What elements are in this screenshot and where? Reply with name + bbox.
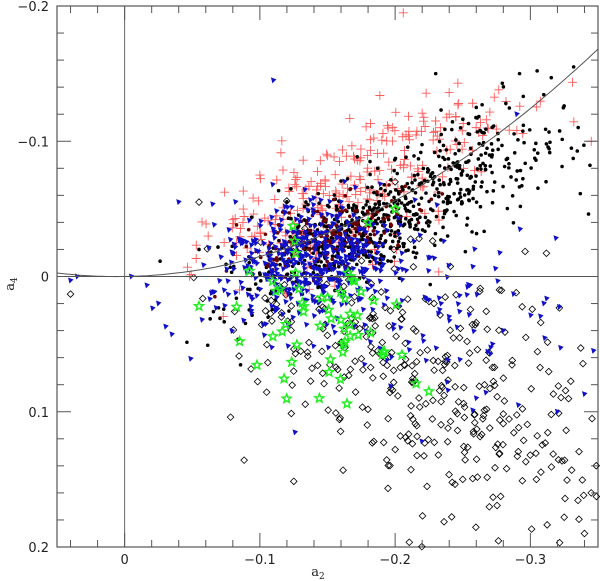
svg-text:0: 0 (120, 553, 128, 568)
svg-text:−0.1: −0.1 (17, 135, 49, 150)
reference-lines (56, 6, 599, 547)
svg-text:0.2: 0.2 (28, 541, 49, 556)
svg-text:a4: a4 (3, 277, 20, 291)
svg-text:0: 0 (41, 271, 49, 286)
y-axis-label: a4 (3, 277, 20, 291)
svg-text:−0.1: −0.1 (244, 553, 276, 568)
x-axis-label: a2 (311, 565, 325, 581)
data-points (66, 8, 600, 551)
svg-text:−0.3: −0.3 (515, 553, 547, 568)
axis-ticks (57, 6, 598, 547)
svg-text:−0.2: −0.2 (17, 0, 49, 15)
svg-text:0.1: 0.1 (28, 406, 49, 421)
svg-text:−0.2: −0.2 (379, 553, 411, 568)
axis-tick-labels: 0 −0.1 −0.2 −0.3 −0.2 −0.1 0 0.1 0.2 (17, 0, 546, 568)
